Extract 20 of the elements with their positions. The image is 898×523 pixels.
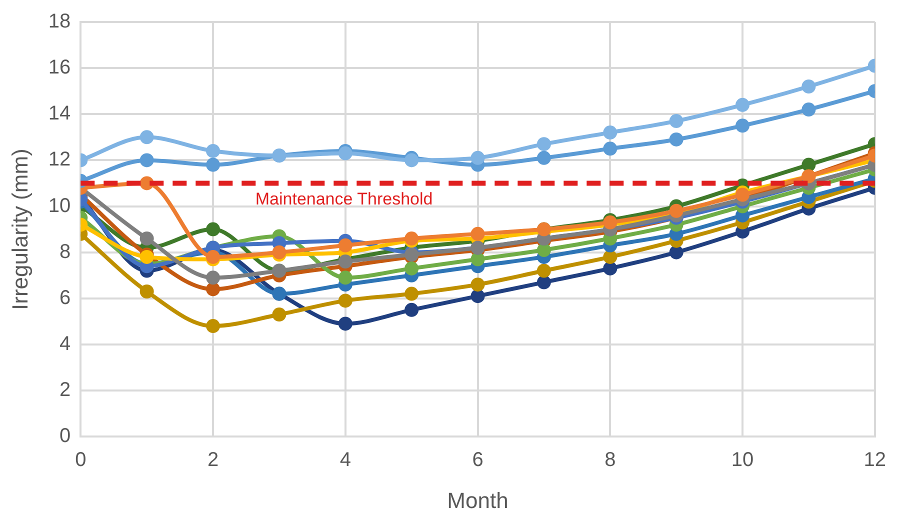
y-tick-label: 10: [48, 194, 71, 217]
x-axis-title: Month: [447, 488, 508, 513]
x-tick-label: 2: [207, 449, 219, 472]
y-tick-label: 18: [48, 10, 71, 33]
x-tick-label: 6: [472, 449, 484, 472]
x-tick-label: 8: [604, 449, 616, 472]
y-tick-label: 2: [60, 379, 71, 402]
x-tick-label: 0: [75, 449, 86, 472]
y-tick-label: 0: [60, 425, 71, 448]
y-axis-title: Irregularity (mm): [7, 148, 32, 310]
y-tick-label: 4: [60, 332, 71, 355]
y-tick-label: 16: [48, 56, 71, 79]
x-tick-label: 12: [864, 449, 886, 472]
x-tick-label: 4: [340, 449, 351, 472]
x-tick-label: 10: [731, 449, 754, 472]
y-tick-label: 6: [60, 286, 71, 309]
y-tick-label: 12: [48, 148, 71, 171]
y-tick-label: 14: [48, 102, 71, 125]
y-tick-label: 8: [60, 240, 71, 263]
ref-line-label: Maintenance Threshold: [255, 189, 433, 208]
